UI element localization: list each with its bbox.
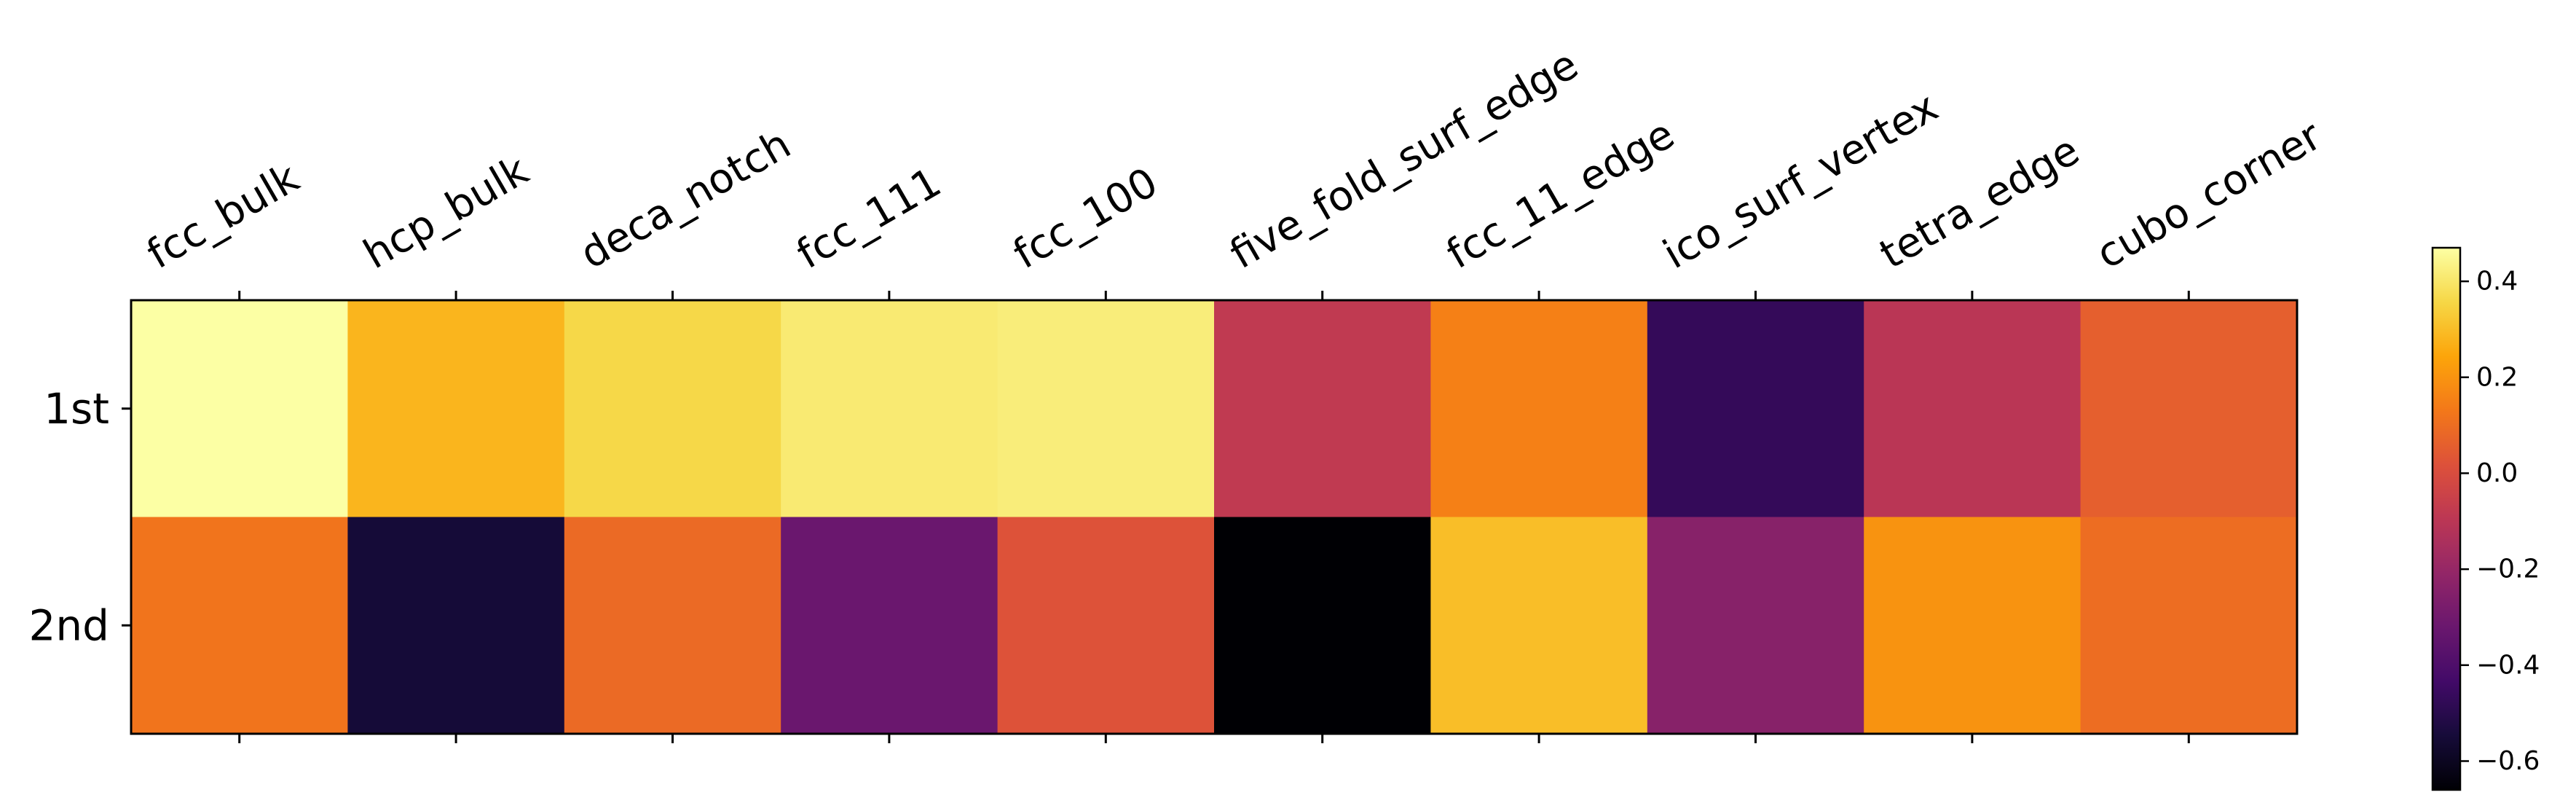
colorbar-tick-label: 0.4 <box>2476 267 2518 297</box>
heatmap-cell <box>347 300 565 518</box>
heatmap-cell <box>997 300 1215 518</box>
heatmap-cell <box>2080 300 2298 518</box>
column-label: tetra_edge <box>1872 127 2087 278</box>
row-label: 1st <box>44 384 109 434</box>
colorbar-tick-label: 0.0 <box>2476 458 2518 488</box>
column-label: deca_notch <box>572 120 799 278</box>
heatmap-cell <box>1864 300 2081 518</box>
heatmap-cell <box>564 517 781 734</box>
column-label: fcc_100 <box>1006 159 1166 278</box>
heatmap-cell <box>1647 517 1864 734</box>
heatmap-cell <box>1430 517 1648 734</box>
heatmap-cells <box>131 300 2298 734</box>
heatmap-cell <box>1864 517 2081 734</box>
heatmap-cell <box>131 300 348 518</box>
column-label: hcp_bulk <box>356 146 537 278</box>
colorbar-tick-label: 0.2 <box>2476 362 2518 392</box>
heatmap-cell <box>1214 300 1431 518</box>
heatmap-cell <box>347 517 565 734</box>
row-labels: 1st 2nd <box>29 384 109 651</box>
colorbar-tick-label: −0.2 <box>2476 555 2540 584</box>
column-label: fcc_111 <box>789 159 949 278</box>
heatmap-cell <box>564 300 781 518</box>
heatmap-cell <box>131 517 348 734</box>
row-label: 2nd <box>29 600 109 650</box>
heatmap-cell <box>2080 517 2298 734</box>
column-label: fcc_bulk <box>139 154 307 278</box>
heatmap-cell <box>781 517 999 734</box>
colorbar-tick-label: −0.6 <box>2476 746 2540 776</box>
heatmap-cell <box>997 517 1215 734</box>
column-label: five_fold_surf_edge <box>1222 41 1586 278</box>
colorbar-gradient <box>2431 246 2462 791</box>
plot-frame <box>130 299 2299 735</box>
colorbar: 0.4 0.2 0.0 −0.2 −0.4 −0.6 <box>2431 246 2540 791</box>
heatmap-cell <box>1430 300 1648 518</box>
colorbar-tick-label: −0.4 <box>2476 650 2540 680</box>
heatmap-cell <box>781 300 999 518</box>
heatmap-cell <box>1214 517 1431 734</box>
heatmap-axes <box>122 291 2299 743</box>
column-label: cubo_corner <box>2089 111 2330 278</box>
heatmap-cell <box>1647 300 1864 518</box>
